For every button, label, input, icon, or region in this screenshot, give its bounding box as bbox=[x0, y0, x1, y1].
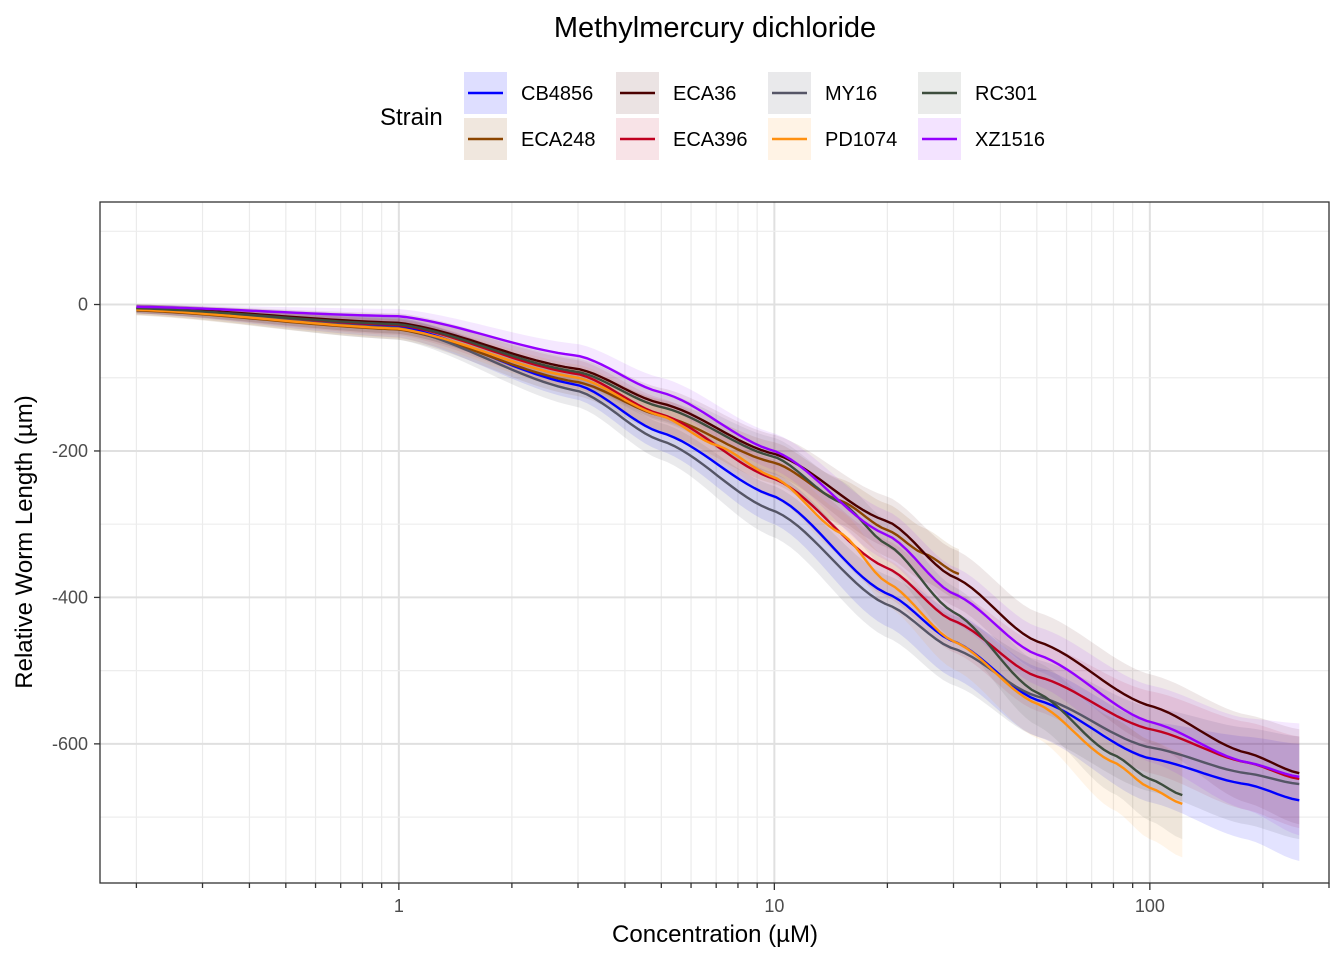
series-line-rc301 bbox=[136, 307, 1183, 797]
confidence-band-xz1516 bbox=[136, 304, 1300, 836]
legend-item-xz1516: XZ1516 bbox=[918, 118, 1045, 160]
legend-item-eca248: ECA248 bbox=[464, 118, 596, 160]
legend-item-eca396: ECA396 bbox=[616, 118, 748, 160]
legend-label: ECA396 bbox=[673, 129, 748, 151]
x-tick-label: 100 bbox=[1135, 896, 1165, 916]
legend-item-cb4856: CB4856 bbox=[464, 72, 593, 114]
y-tick-label: -200 bbox=[52, 441, 88, 461]
legend-label: CB4856 bbox=[521, 83, 593, 105]
legend: Strain CB4856 ECA248 ECA36 ECA396 MY16 PD1074… bbox=[380, 72, 1045, 160]
confidence-band-my16 bbox=[136, 304, 1300, 840]
legend-item-pd1074: PD1074 bbox=[768, 118, 897, 160]
x-tick-label: 1 bbox=[394, 896, 404, 916]
y-axis-label: Relative Worm Length (µm) bbox=[11, 395, 38, 688]
series-line-eca36 bbox=[136, 306, 1300, 775]
legend-label: RC301 bbox=[975, 83, 1037, 105]
y-tick-label: 0 bbox=[78, 295, 88, 315]
legend-label: MY16 bbox=[825, 83, 877, 105]
axis-ticks: 0 -200 -400 -600 1 10 100 bbox=[52, 295, 1330, 916]
confidence-band-rc301 bbox=[136, 304, 1183, 840]
x-axis-label: Concentration (µM) bbox=[612, 921, 818, 948]
chart-title: Methylmercury dichloride bbox=[554, 12, 876, 44]
y-tick-label: -600 bbox=[52, 734, 88, 754]
series-line-pd1074 bbox=[136, 308, 1183, 806]
plot-border bbox=[99, 201, 1330, 884]
series-lines bbox=[136, 305, 1300, 806]
legend-label: ECA248 bbox=[521, 129, 596, 151]
legend-item-my16: MY16 bbox=[768, 72, 877, 114]
legend-item-eca36: ECA36 bbox=[616, 72, 736, 114]
legend-label: PD1074 bbox=[825, 129, 897, 151]
x-tick-label: 10 bbox=[764, 896, 784, 916]
legend-label: ECA36 bbox=[673, 83, 736, 105]
legend-title: Strain bbox=[380, 104, 443, 131]
confidence-band-cb4856 bbox=[136, 304, 1300, 861]
series-line-xz1516 bbox=[136, 305, 1300, 778]
legend-item-rc301: RC301 bbox=[918, 72, 1037, 114]
legend-label: XZ1516 bbox=[975, 129, 1045, 151]
confidence-band-eca396 bbox=[136, 304, 1300, 829]
y-tick-label: -400 bbox=[52, 587, 88, 607]
